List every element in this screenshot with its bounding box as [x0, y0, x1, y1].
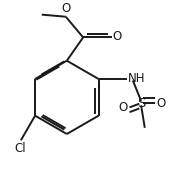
Text: Cl: Cl [14, 142, 26, 155]
Text: S: S [137, 97, 145, 110]
Text: O: O [156, 97, 166, 110]
Text: O: O [113, 30, 122, 43]
Text: O: O [61, 2, 70, 15]
Text: O: O [119, 101, 128, 114]
Text: NH: NH [128, 72, 145, 85]
